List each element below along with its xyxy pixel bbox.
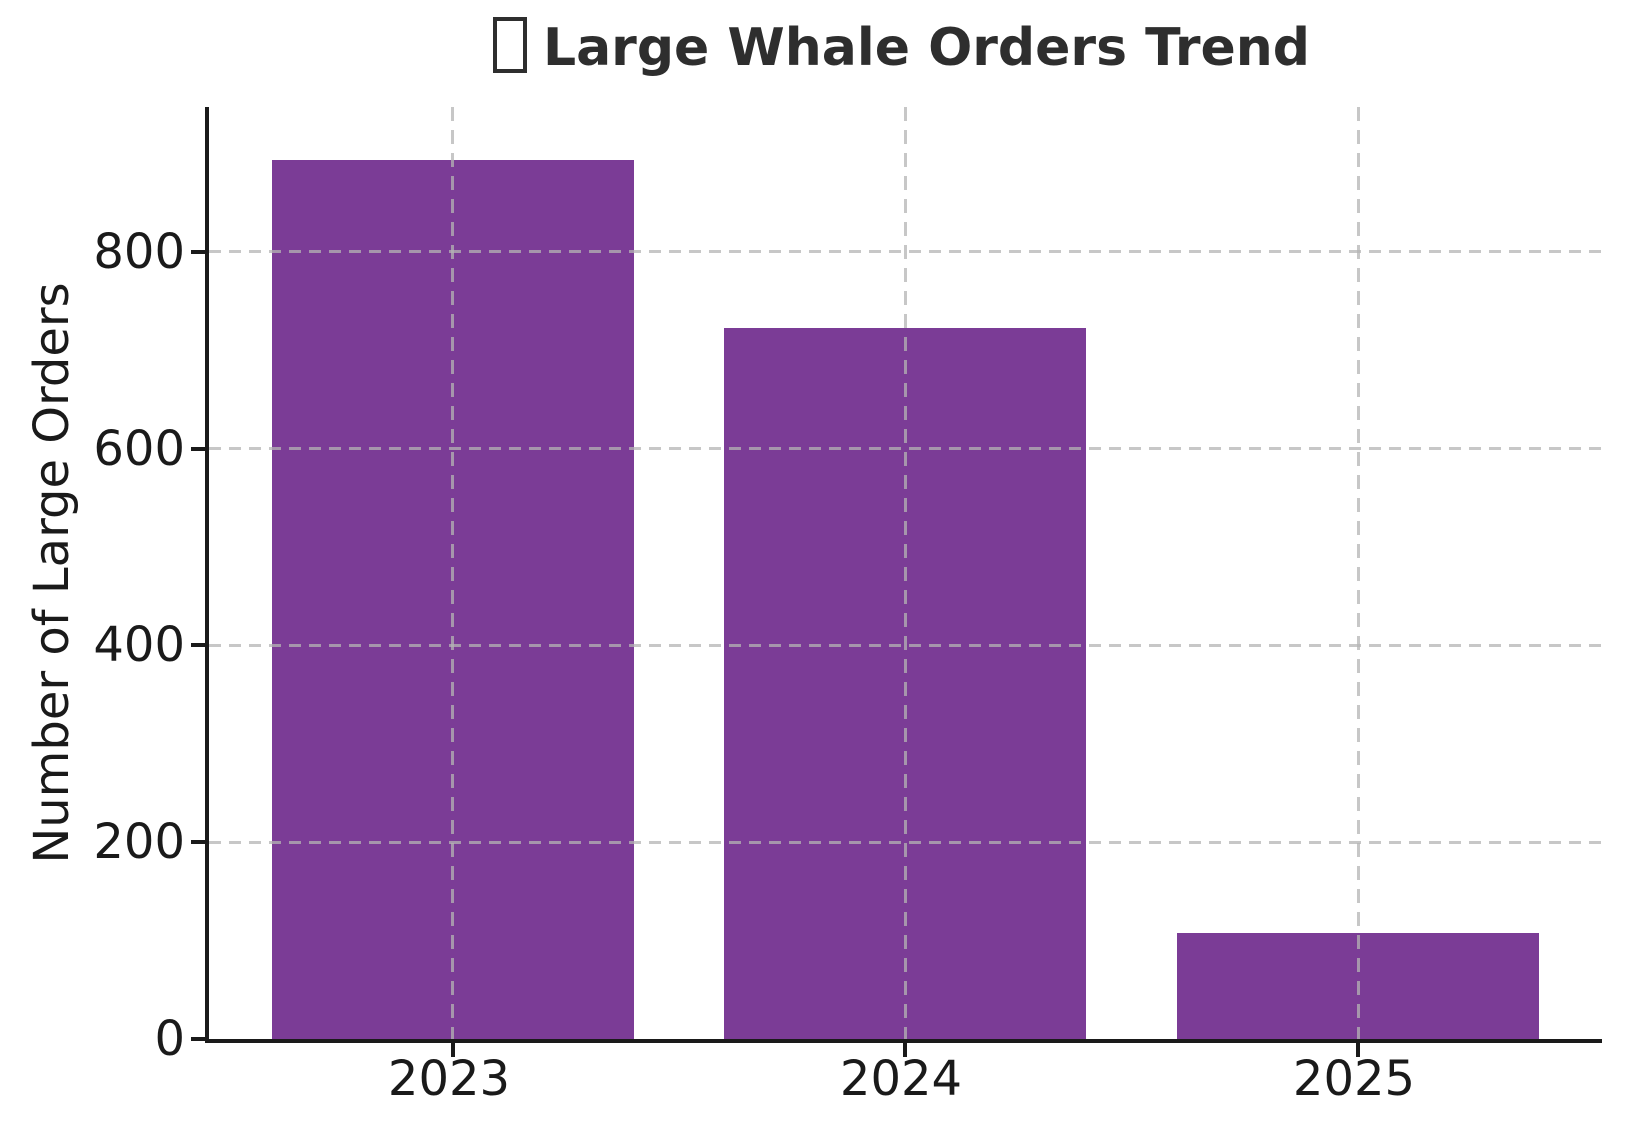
x-tick-mark-2025 bbox=[1356, 1043, 1360, 1057]
y-tick-label-200: 200 bbox=[93, 814, 185, 870]
y-tick-mark-600 bbox=[191, 447, 205, 451]
chart-title-text: Large Whale Orders Trend bbox=[542, 18, 1311, 78]
chart-title: Large Whale Orders Trend bbox=[205, 12, 1598, 84]
y-axis-label: Number of Large Orders bbox=[24, 282, 80, 864]
y-tick-label-600: 600 bbox=[93, 421, 185, 477]
horizontal-gridline-600 bbox=[209, 447, 1602, 450]
horizontal-gridline-800 bbox=[209, 250, 1602, 253]
x-tick-label-2024: 2024 bbox=[839, 1051, 963, 1107]
y-tick-label-800: 800 bbox=[93, 224, 185, 280]
vertical-gridline-2024 bbox=[904, 107, 907, 1039]
horizontal-gridline-200 bbox=[209, 841, 1602, 844]
horizontal-gridline-400 bbox=[209, 644, 1602, 647]
x-tick-mark-2023 bbox=[451, 1043, 455, 1057]
plot-area bbox=[191, 107, 1602, 1057]
whale-emoji-missing-glyph-icon bbox=[492, 17, 527, 73]
y-tick-mark-200 bbox=[191, 840, 205, 844]
x-tick-label-2023: 2023 bbox=[387, 1051, 511, 1107]
y-tick-label-400: 400 bbox=[93, 617, 185, 673]
y-tick-mark-800 bbox=[191, 250, 205, 254]
y-tick-label-0: 0 bbox=[154, 1011, 185, 1067]
vertical-gridline-2023 bbox=[451, 107, 454, 1039]
y-tick-mark-0 bbox=[191, 1037, 205, 1041]
x-tick-label-2025: 2025 bbox=[1292, 1051, 1416, 1107]
x-tick-mark-2024 bbox=[903, 1043, 907, 1057]
vertical-gridline-2025 bbox=[1357, 107, 1360, 1039]
y-tick-mark-400 bbox=[191, 643, 205, 647]
